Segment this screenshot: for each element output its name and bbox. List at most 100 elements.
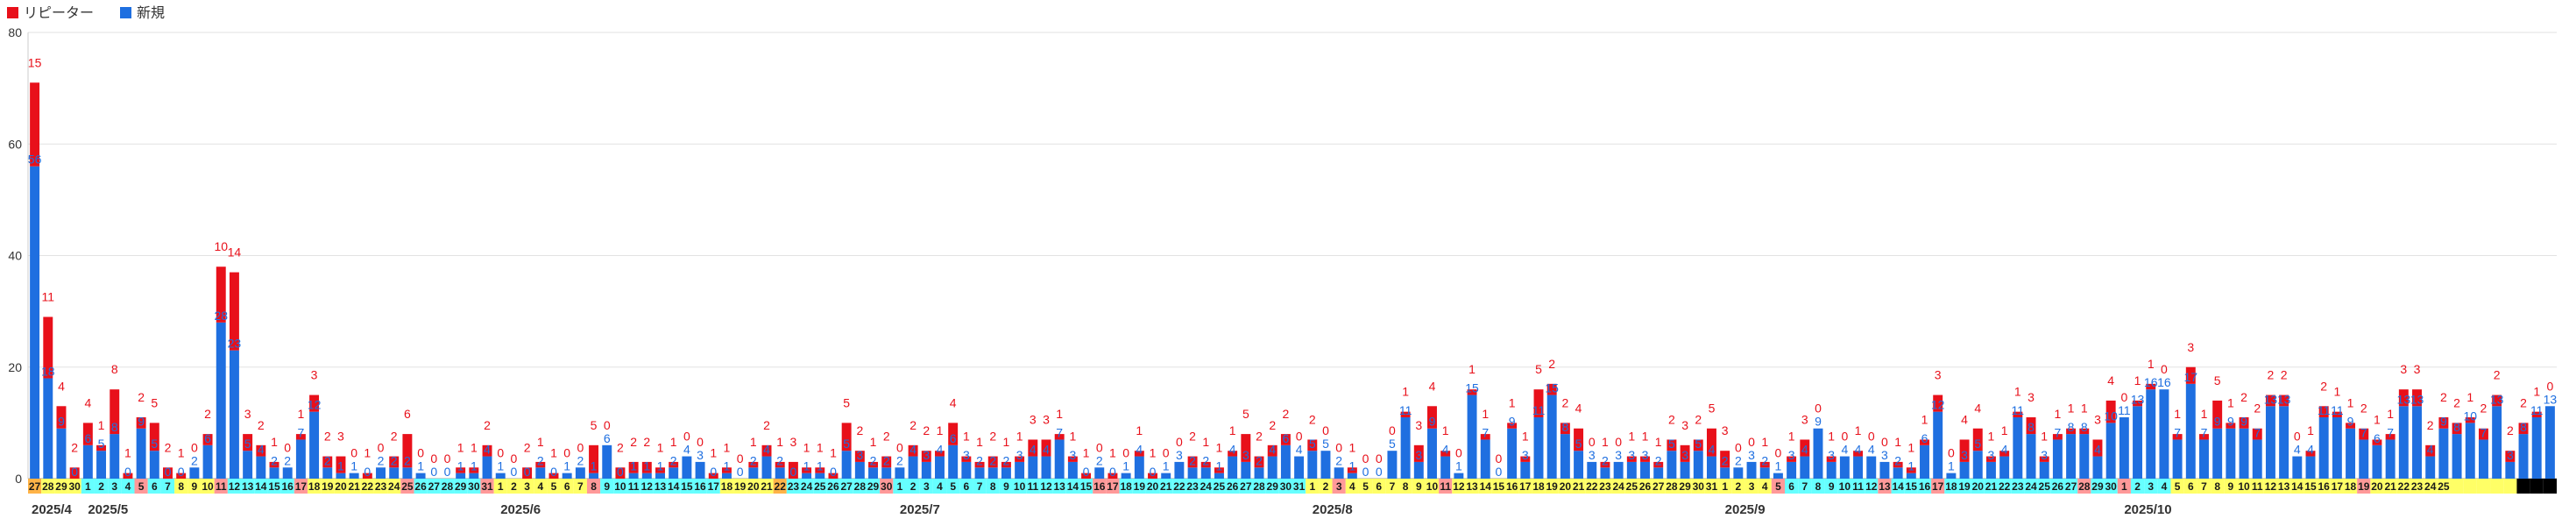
day-cell [2410, 479, 2424, 494]
bar-repeat [748, 461, 759, 468]
day-cell [400, 479, 414, 494]
bar-new [1041, 456, 1051, 479]
day-cell [334, 479, 348, 494]
data-label-repeat: 0 [417, 446, 424, 460]
bar-repeat [2385, 434, 2396, 440]
data-label-new: 6 [204, 431, 211, 445]
bar-repeat [961, 456, 972, 462]
data-label-repeat: 1 [457, 440, 464, 454]
bar-repeat [1001, 461, 1011, 468]
day-label: 23 [2411, 480, 2424, 493]
bar-repeat [1228, 451, 1238, 457]
data-label-repeat: 2 [2494, 368, 2501, 382]
data-label-repeat: 0 [1376, 451, 1383, 466]
day-label: 24 [2025, 480, 2037, 493]
data-label-repeat: 1 [724, 440, 731, 454]
bar-new [2226, 428, 2236, 479]
bar-new [202, 444, 213, 479]
day-cell [1065, 479, 1079, 494]
data-label-repeat: 2 [138, 390, 145, 404]
day-cell [1917, 479, 1932, 494]
bar-repeat [1959, 439, 1970, 462]
day-cell [2263, 479, 2278, 494]
day-cell [826, 479, 840, 494]
day-cell [1398, 479, 1412, 494]
day-cell [1811, 479, 1825, 494]
day-label: 19 [1958, 480, 1971, 493]
bar-new [309, 411, 320, 479]
bar-new [628, 473, 639, 479]
data-label-repeat: 0 [511, 451, 518, 466]
data-label-repeat: 1 [124, 446, 131, 460]
day-cell [1505, 479, 1519, 494]
data-label-repeat: 5 [151, 395, 158, 409]
bar-new [987, 467, 998, 479]
day-cell [267, 479, 281, 494]
data-label-new: 9 [1509, 415, 1516, 429]
data-label-new: 4 [937, 443, 944, 457]
day-cell [986, 479, 1000, 494]
data-label-repeat: 2 [2520, 395, 2527, 409]
day-cell [1638, 479, 1652, 494]
day-label: 4 [125, 480, 131, 493]
day-cell [640, 479, 654, 494]
bar-repeat [708, 473, 718, 479]
data-label-new: 5 [1389, 437, 1396, 451]
data-label-repeat: 4 [2107, 373, 2114, 387]
data-label-repeat: 2 [2480, 402, 2488, 416]
bar-repeat [2133, 400, 2142, 407]
data-label-new: 2 [896, 453, 903, 467]
data-label-new: 13 [2277, 392, 2291, 406]
bar-repeat [1560, 423, 1570, 435]
data-label-repeat: 1 [2333, 385, 2340, 399]
data-label-new: 2 [378, 453, 385, 467]
data-label-repeat: 1 [1109, 446, 1116, 460]
data-label-repeat: 2 [856, 423, 863, 437]
day-label: 23 [2012, 480, 2024, 493]
bar-repeat [761, 444, 772, 457]
day-cell [1199, 479, 1213, 494]
day-cell [1904, 479, 1918, 494]
day-cell [2450, 479, 2464, 494]
day-cell [2503, 479, 2517, 494]
data-label-repeat: 1 [1907, 440, 1914, 454]
day-cell [160, 479, 175, 494]
bar-new [282, 467, 293, 479]
day-label: 1 [897, 480, 903, 493]
data-label-new: 3 [1016, 448, 1023, 462]
bar-repeat [1081, 473, 1092, 479]
day-cell [480, 479, 494, 494]
day-label: 20 [1972, 480, 1985, 493]
bar-new [721, 473, 732, 479]
day-cell [2104, 479, 2118, 494]
bar-repeat [229, 272, 239, 351]
bar-repeat [881, 456, 892, 468]
day-label: 26 [1227, 480, 1239, 493]
month-label: 2025/9 [1725, 502, 1766, 517]
data-label-repeat: 3 [1415, 418, 1422, 432]
data-label-repeat: 1 [1828, 430, 1835, 444]
bar-new [2079, 434, 2090, 479]
day-cell [2476, 479, 2491, 494]
data-label-new: 2 [750, 453, 757, 467]
day-label: 26 [1639, 480, 1652, 493]
bar-repeat [1626, 456, 1637, 462]
day-label: 20 [747, 480, 760, 493]
bar-repeat [2346, 423, 2356, 429]
data-label-new: 2 [976, 453, 983, 467]
bar-new [2359, 439, 2369, 479]
data-label-new: 5 [244, 437, 251, 451]
data-label-new: 6 [84, 431, 91, 445]
day-label: 29 [455, 480, 467, 493]
day-label: 26 [2052, 480, 2064, 493]
bar-repeat [535, 461, 546, 468]
data-label-new: 10 [2104, 409, 2118, 423]
day-cell [1278, 479, 1292, 494]
day-label: 28 [1666, 480, 1678, 493]
data-label-repeat: 4 [1429, 379, 1436, 393]
data-label-new: 2 [776, 453, 783, 467]
data-label-new: 0 [124, 465, 131, 479]
bar-new [1600, 467, 1610, 479]
bar-repeat [295, 434, 306, 440]
bar-repeat [1999, 451, 2010, 457]
